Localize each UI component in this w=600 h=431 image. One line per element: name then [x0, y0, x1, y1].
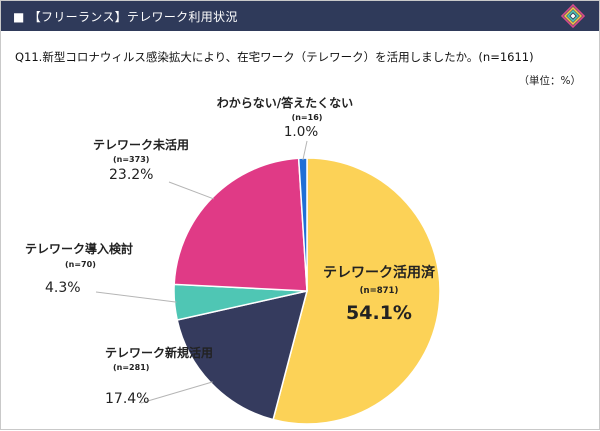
header-bar: ■ 【フリーランス】テレワーク利用状況: [1, 1, 599, 31]
pie-slice: [176, 289, 309, 421]
slice-name-label: テレワーク未活用: [93, 137, 189, 152]
header-title: ■ 【フリーランス】テレワーク利用状況: [13, 10, 238, 24]
slice-name-label: テレワーク導入検討: [25, 241, 133, 256]
slice-count-label: (n=373): [113, 155, 149, 164]
slice-percent-label: 17.4%: [105, 391, 149, 407]
slice-name-label: わからない/答えたくない: [217, 95, 353, 110]
slice-name-label: テレワーク活用済: [323, 264, 436, 281]
question-text: Q11.新型コロナウィルス感染拡大により、在宅ワーク（テレワーク）を活用しました…: [15, 50, 534, 64]
slice-count-label: (n=70): [65, 260, 96, 269]
slice-percent-label: 23.2%: [109, 167, 153, 183]
slice-percent-label: 54.1%: [346, 302, 412, 324]
leader-line: [168, 181, 214, 200]
slice-count-label: (n=871): [360, 286, 399, 296]
slice-percent-label: 4.3%: [45, 280, 81, 296]
unit-label: （単位：%）: [518, 75, 581, 87]
slice-count-label: (n=281): [113, 363, 149, 372]
layered-diamond-logo-icon: [561, 4, 585, 28]
leader-line: [95, 291, 177, 303]
pie-slice: [272, 157, 441, 425]
slice-name-label: テレワーク新規活用: [105, 345, 213, 360]
leader-line: [140, 381, 213, 404]
slice-percent-label: 1.0%: [284, 124, 318, 140]
pie-slice: [173, 157, 308, 292]
slice-count-label: (n=16): [292, 113, 323, 122]
leader-line: [302, 140, 308, 161]
